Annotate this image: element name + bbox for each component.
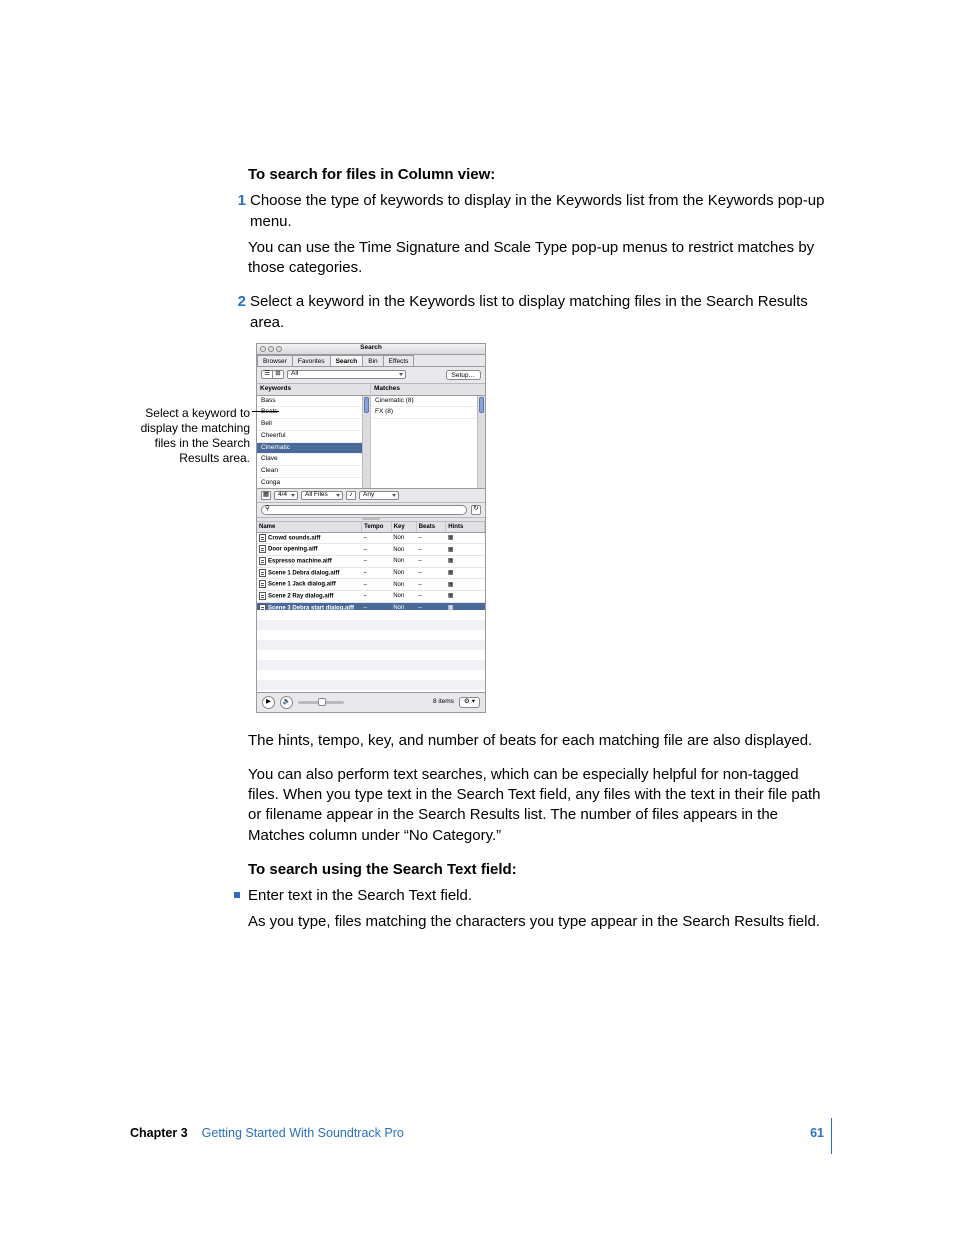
keyword-item-selected[interactable]: Cinematic <box>257 443 370 455</box>
col-key[interactable]: Key <box>391 522 416 533</box>
col-name[interactable]: Name <box>257 522 362 533</box>
scale-toggle-icon[interactable]: ♪ <box>346 491 356 500</box>
table-row[interactable]: Scene 1 Debra dialog.aiff–Non–▦ <box>257 567 485 579</box>
callout-annotation: Select a keyword to display the matching… <box>132 406 250 466</box>
tab-favorites[interactable]: Favorites <box>292 355 331 366</box>
table-row[interactable]: Scene 2 Ray dialog.aiff–Non–▦ <box>257 590 485 602</box>
table-row[interactable]: Espresso machine.aiff–Non–▦ <box>257 555 485 567</box>
speaker-icon: 🔈 <box>282 698 290 707</box>
search-icon: ⚲ <box>265 505 270 514</box>
keyword-item[interactable]: Cheerful <box>257 431 370 443</box>
file-icon <box>259 545 266 553</box>
keyword-item[interactable]: Bell <box>257 419 370 431</box>
match-item[interactable]: Cinematic (8) <box>371 396 485 408</box>
step-1-subtext: You can use the Time Signature and Scale… <box>248 238 828 279</box>
hint-icon: ▦ <box>448 582 454 588</box>
bullet-1-text: Enter text in the Search Text field. <box>248 886 472 906</box>
matches-scrollbar[interactable] <box>477 396 485 488</box>
keyword-item[interactable]: Beats <box>257 407 370 419</box>
search-text-field[interactable]: ⚲ <box>261 505 467 515</box>
empty-rows-stripes <box>257 610 485 692</box>
table-row[interactable]: Door opening.aiff–Non–▦ <box>257 544 485 556</box>
hint-icon: ▦ <box>448 535 454 541</box>
time-signature-popup[interactable]: 4/4 <box>274 491 298 500</box>
volume-button[interactable]: 🔈 <box>280 696 293 709</box>
chevron-down-icon: ▾ <box>472 698 475 707</box>
tab-bin[interactable]: Bin <box>362 355 383 366</box>
setup-button[interactable]: Setup… <box>446 370 482 380</box>
keywords-scrollbar[interactable] <box>362 396 370 488</box>
hint-icon: ▦ <box>448 570 454 576</box>
step-number-1: 1 <box>226 191 246 232</box>
file-icon <box>259 569 266 577</box>
file-icon <box>259 580 266 588</box>
hint-icon: ▦ <box>448 593 454 599</box>
tab-effects[interactable]: Effects <box>383 355 415 366</box>
keywords-list[interactable]: Bass Beats Bell Cheerful Cinematic Clave… <box>257 396 370 488</box>
para-hints: The hints, tempo, key, and number of bea… <box>248 731 828 751</box>
step-number-2: 2 <box>226 292 246 333</box>
scale-popup[interactable]: Any <box>359 491 399 500</box>
keyword-item[interactable]: Clave <box>257 454 370 466</box>
tab-bar: Browser Favorites Search Bin Effects <box>257 355 485 367</box>
file-icon <box>259 557 266 565</box>
search-row: ⚲ ↻ <box>257 503 485 518</box>
page-footer: Chapter 3 Getting Started With Soundtrac… <box>130 1125 824 1142</box>
results-table-wrap: Name Tempo Key Beats Hints Crowd sounds.… <box>257 522 485 692</box>
matches-list[interactable]: Cinematic (8) FX (8) <box>371 396 485 488</box>
play-button[interactable]: ▶ <box>262 696 275 709</box>
play-icon: ▶ <box>266 698 271 707</box>
matches-header: Matches <box>371 384 485 396</box>
file-icon <box>259 534 266 542</box>
hint-icon: ▦ <box>448 547 454 553</box>
heading-search-text: To search using the Search Text field: <box>248 860 828 880</box>
window-titlebar: Search <box>257 344 485 355</box>
tab-search[interactable]: Search <box>330 355 364 366</box>
window-title: Search <box>257 344 485 353</box>
callout-leader-line <box>252 411 279 412</box>
columns-area: Keywords Bass Beats Bell Cheerful Cinema… <box>257 384 485 489</box>
keywords-header: Keywords <box>257 384 370 396</box>
keyword-item[interactable]: Bass <box>257 396 370 408</box>
view-mode-segmented[interactable]: ☰ ⊞ <box>261 370 284 379</box>
col-beats[interactable]: Beats <box>416 522 446 533</box>
bullet-1-subtext: As you type, files matching the characte… <box>248 912 828 932</box>
step-2-text: Select a keyword in the Keywords list to… <box>250 292 828 333</box>
chapter-title: Getting Started With Soundtrack Pro <box>202 1125 404 1142</box>
heading-search-column: To search for files in Column view: <box>248 165 828 185</box>
action-menu-button[interactable]: ⚙ ▾ <box>459 697 480 708</box>
keywords-popup[interactable]: All <box>287 370 406 379</box>
item-count-label: 8 items <box>433 698 454 707</box>
volume-slider[interactable] <box>298 701 344 704</box>
keyword-item[interactable]: Conga <box>257 478 370 488</box>
file-type-popup[interactable]: All Files <box>301 491 343 500</box>
slider-knob[interactable] <box>318 698 326 706</box>
bullet-icon <box>234 892 240 898</box>
keyword-item[interactable]: Clean <box>257 466 370 478</box>
go-button[interactable]: ↻ <box>471 505 481 515</box>
file-icon <box>259 592 266 600</box>
gear-icon: ⚙ <box>464 698 470 707</box>
button-view-icon[interactable]: ⊞ <box>272 370 284 379</box>
tab-browser[interactable]: Browser <box>257 355 293 366</box>
page-number: 61 <box>810 1125 824 1142</box>
search-panel-screenshot: Search Browser Favorites Search Bin Effe… <box>256 343 486 713</box>
match-item[interactable]: FX (8) <box>371 407 485 419</box>
panel-footer: ▶ 🔈 8 items ⚙ ▾ <box>257 692 485 712</box>
col-tempo[interactable]: Tempo <box>362 522 392 533</box>
col-hints[interactable]: Hints <box>446 522 485 533</box>
loop-icon: ↻ <box>473 505 478 514</box>
toolbar-row: ☰ ⊞ All Setup… <box>257 367 485 384</box>
table-row[interactable]: Crowd sounds.aiff–Non–▦ <box>257 532 485 544</box>
step-1-text: Choose the type of keywords to display i… <box>250 191 828 232</box>
table-row[interactable]: Scene 1 Jack dialog.aiff–Non–▦ <box>257 579 485 591</box>
footer-rule <box>831 1118 832 1154</box>
chapter-label: Chapter 3 <box>130 1125 188 1142</box>
hint-icon: ▦ <box>448 558 454 564</box>
filter-bar: ▦ 4/4 All Files ♪ Any <box>257 489 485 503</box>
time-sig-toggle-icon[interactable]: ▦ <box>261 491 271 500</box>
para-text-search: You can also perform text searches, whic… <box>248 765 828 846</box>
